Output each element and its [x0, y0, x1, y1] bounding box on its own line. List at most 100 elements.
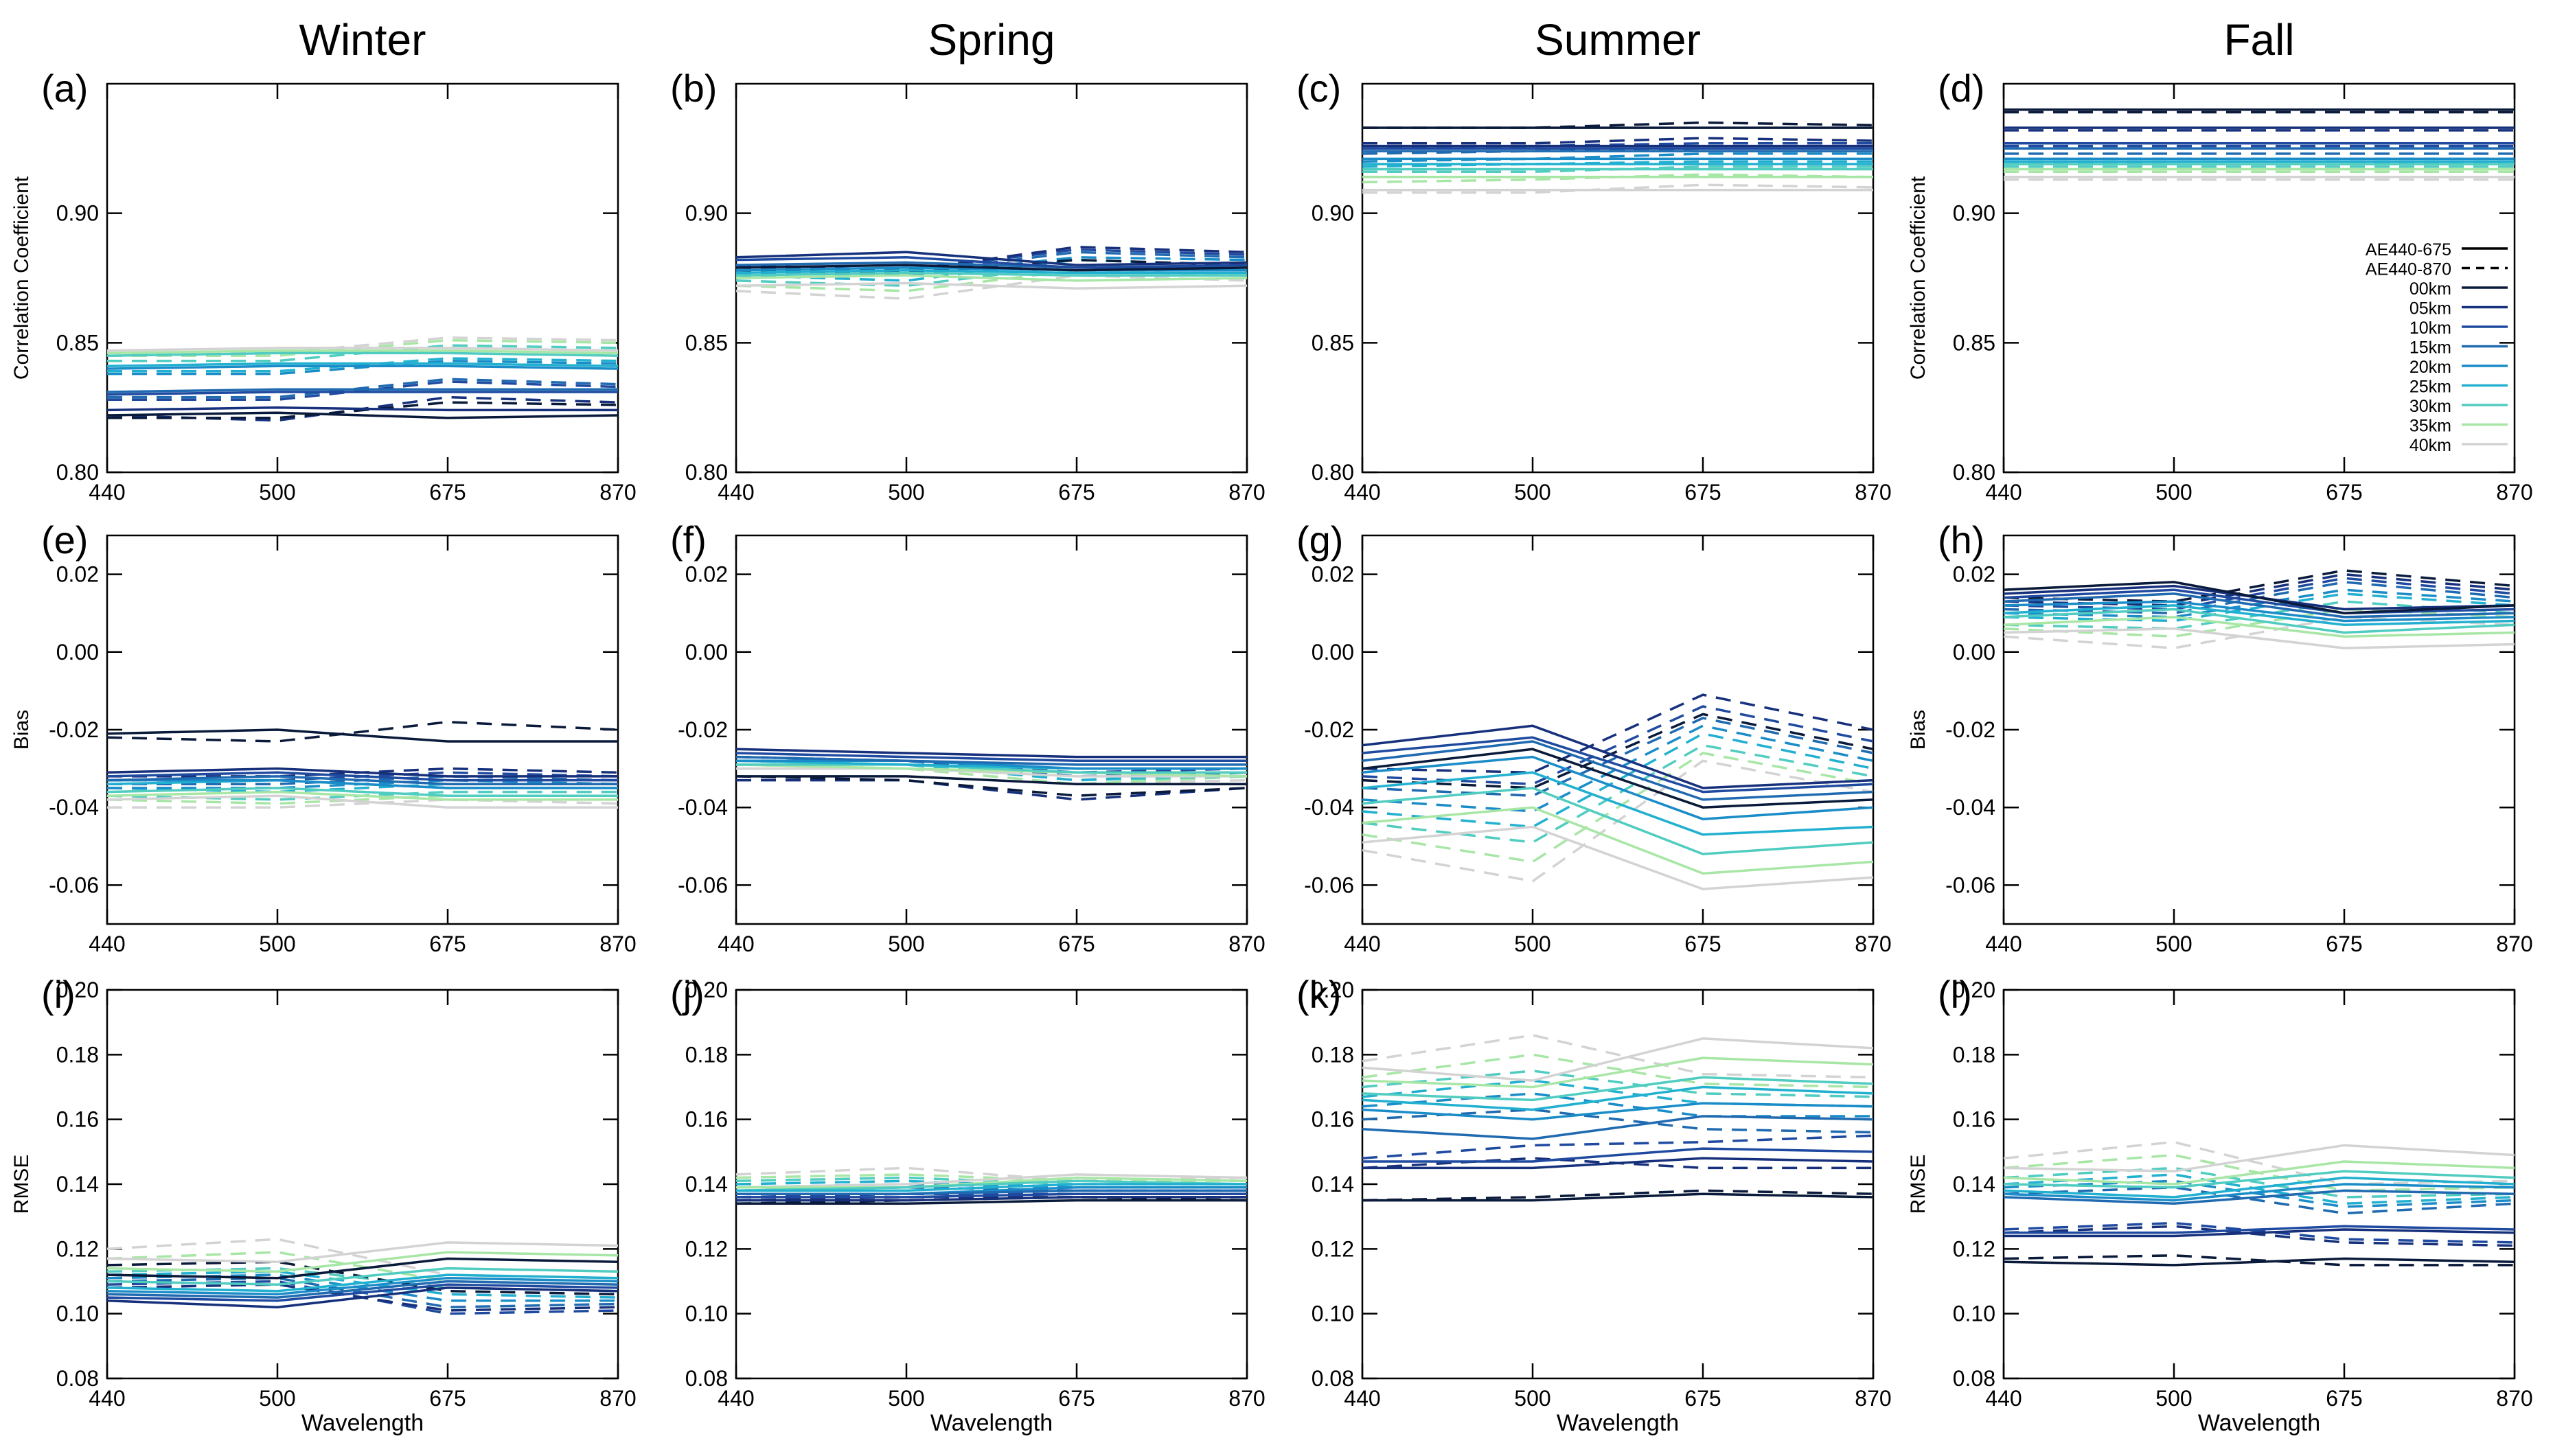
legend-distance-label: 20km [2409, 358, 2451, 377]
series-line-00km-dashed [1362, 1189, 1874, 1202]
x-tick-label: 870 [1228, 480, 1265, 505]
panel-i: 0.08 0.10 0.12 0.14 0.16 0.18 0.20 440 500 675 870… [10, 973, 637, 1436]
panel-h: -0.06 -0.04 -0.02 0.00 0.02 440 500 675 870 Bias (… [1907, 518, 2533, 956]
series-line-40km-dashed [1362, 1034, 1874, 1079]
y-tick-label: 0.08 [685, 1366, 728, 1391]
series-line-35km-solid [736, 1176, 1248, 1189]
panel-b: 0.80 0.85 0.90 440 500 675 870 (b) [670, 67, 1266, 505]
y-tick-label: 0.16 [1953, 1107, 1995, 1132]
series-line-40km-solid [735, 281, 1248, 290]
series-line-10km-solid [735, 256, 1248, 269]
x-tick-label: 440 [89, 932, 125, 956]
x-tick-label: 440 [1985, 480, 2022, 505]
series-line-00km-solid [2003, 581, 2515, 614]
y-axis-label: Bias [1907, 710, 1930, 750]
x-tick-label: 870 [1855, 1386, 1891, 1411]
series-line-15km-solid [106, 775, 618, 785]
series-line-40km-solid [1362, 1037, 1874, 1082]
series-line-30km-solid [106, 351, 619, 357]
series-line-10km-dashed [1362, 1134, 1874, 1160]
x-tick-label: 440 [1985, 1386, 2022, 1411]
series-line-40km-dashed [1362, 183, 1874, 194]
panel-letter: (j) [670, 973, 705, 1016]
series-line-40km-solid [2003, 1144, 2515, 1172]
series-line-00km-dashed [1362, 713, 1874, 789]
series-line-10km-dashed [1362, 142, 1873, 150]
y-tick-label: -0.02 [678, 717, 728, 742]
series-line-35km-dashed [735, 1173, 1247, 1183]
series-line-40km-dashed [107, 336, 619, 355]
y-tick-label: 0.14 [56, 1172, 99, 1197]
x-tick-label: 870 [1228, 1386, 1265, 1411]
series-line-35km-solid [2003, 616, 2515, 638]
y-axis-label: RMSE [1907, 1155, 1930, 1214]
series-line-25km-solid [106, 362, 619, 368]
series-line-00km-dashed [735, 775, 1248, 797]
series-line-20km-solid [735, 266, 1247, 272]
panel-j: 0.08 0.10 0.12 0.14 0.16 0.18 0.20 440 500 675 870… [670, 973, 1266, 1436]
series-line-35km-dashed [1362, 752, 1874, 864]
series-line-30km-solid [2003, 1170, 2515, 1189]
y-tick-label: 0.10 [56, 1302, 99, 1326]
y-axis-label: Bias [10, 710, 33, 750]
series-line-30km-dashed [1362, 743, 1874, 844]
plot-frame [106, 82, 619, 474]
x-tick-label: 675 [1058, 1386, 1095, 1411]
series-line-10km-dashed [2003, 577, 2515, 611]
series-line-05km-dashed [2003, 1225, 2515, 1247]
panel-letter: (k) [1296, 973, 1341, 1016]
series-line-30km-solid [106, 787, 618, 797]
series-line-40km-solid [1362, 825, 1874, 890]
series-line-35km-solid [106, 349, 619, 355]
series-line-15km-solid [1362, 740, 1874, 801]
series-line-10km-solid [736, 1192, 1247, 1199]
y-tick-label: 0.12 [685, 1236, 728, 1261]
series-line-00km-solid [2003, 1257, 2515, 1267]
series-line-35km-solid [106, 1251, 619, 1273]
series-line-30km-dashed [2003, 1166, 2515, 1199]
legend: AE440-675AE440-87000km05km10km15km20km25… [2366, 240, 2508, 455]
series-line-20km-dashed [1362, 152, 1873, 163]
y-tick-label: 0.10 [1953, 1302, 1995, 1326]
series-line-00km-dashed [2003, 1254, 2515, 1267]
series-line-00km-solid [106, 728, 618, 743]
series-line-15km-dashed [107, 378, 619, 399]
x-tick-label: 870 [599, 932, 636, 956]
x-tick-label: 675 [429, 1386, 466, 1411]
y-tick-label: -0.04 [49, 795, 99, 820]
x-tick-label: 675 [1684, 1386, 1721, 1411]
legend-distance-label: 30km [2409, 397, 2451, 416]
series-line-25km-solid [1362, 1085, 1874, 1111]
panel-grid: 0.80 0.85 0.90 440 500 675 870 Correlation Coef… [10, 67, 2533, 1436]
x-tick-label: 870 [2496, 480, 2532, 505]
panel-letter: (h) [1938, 518, 1984, 562]
x-tick-label: 500 [2155, 932, 2192, 956]
x-tick-label: 870 [1855, 480, 1891, 505]
series-line-10km-solid [735, 752, 1247, 763]
series-line-40km-solid [106, 1241, 619, 1263]
series-line-10km-solid [106, 391, 618, 396]
panel-e: -0.06 -0.04 -0.02 0.00 0.02 440 500 675 870 Bias (… [10, 518, 637, 956]
y-axis-label: Correlation Coefficient [1907, 176, 1930, 380]
series-line-35km-dashed [1362, 1053, 1874, 1089]
series-line-20km-solid [106, 1277, 619, 1296]
legend-distance-label: 10km [2409, 319, 2451, 338]
series-line-05km-solid [106, 767, 618, 778]
series-line-25km-solid [735, 268, 1247, 275]
y-tick-label: -0.06 [678, 873, 728, 897]
column-title-fall: Fall [2223, 15, 2294, 65]
y-tick-label: -0.06 [1945, 873, 1995, 897]
x-tick-label: 675 [2326, 1386, 2362, 1411]
legend-distance-label: 15km [2409, 338, 2451, 358]
series-line-40km-solid [736, 767, 1247, 778]
panel-letter: (g) [1296, 518, 1343, 562]
series-line-15km-solid [2003, 592, 2515, 619]
series-line-30km-solid [735, 271, 1247, 277]
series-line-20km-dashed [2003, 588, 2515, 619]
y-tick-label: -0.04 [678, 795, 728, 820]
panel-l: 0.08 0.10 0.12 0.14 0.16 0.18 0.20 440 500 675 870… [1907, 973, 2533, 1436]
series-line-40km-dashed [2003, 616, 2515, 649]
y-tick-label: 0.02 [1953, 562, 1995, 587]
x-tick-label: 500 [888, 1386, 924, 1411]
legend-distance-label: 25km [2409, 378, 2451, 397]
